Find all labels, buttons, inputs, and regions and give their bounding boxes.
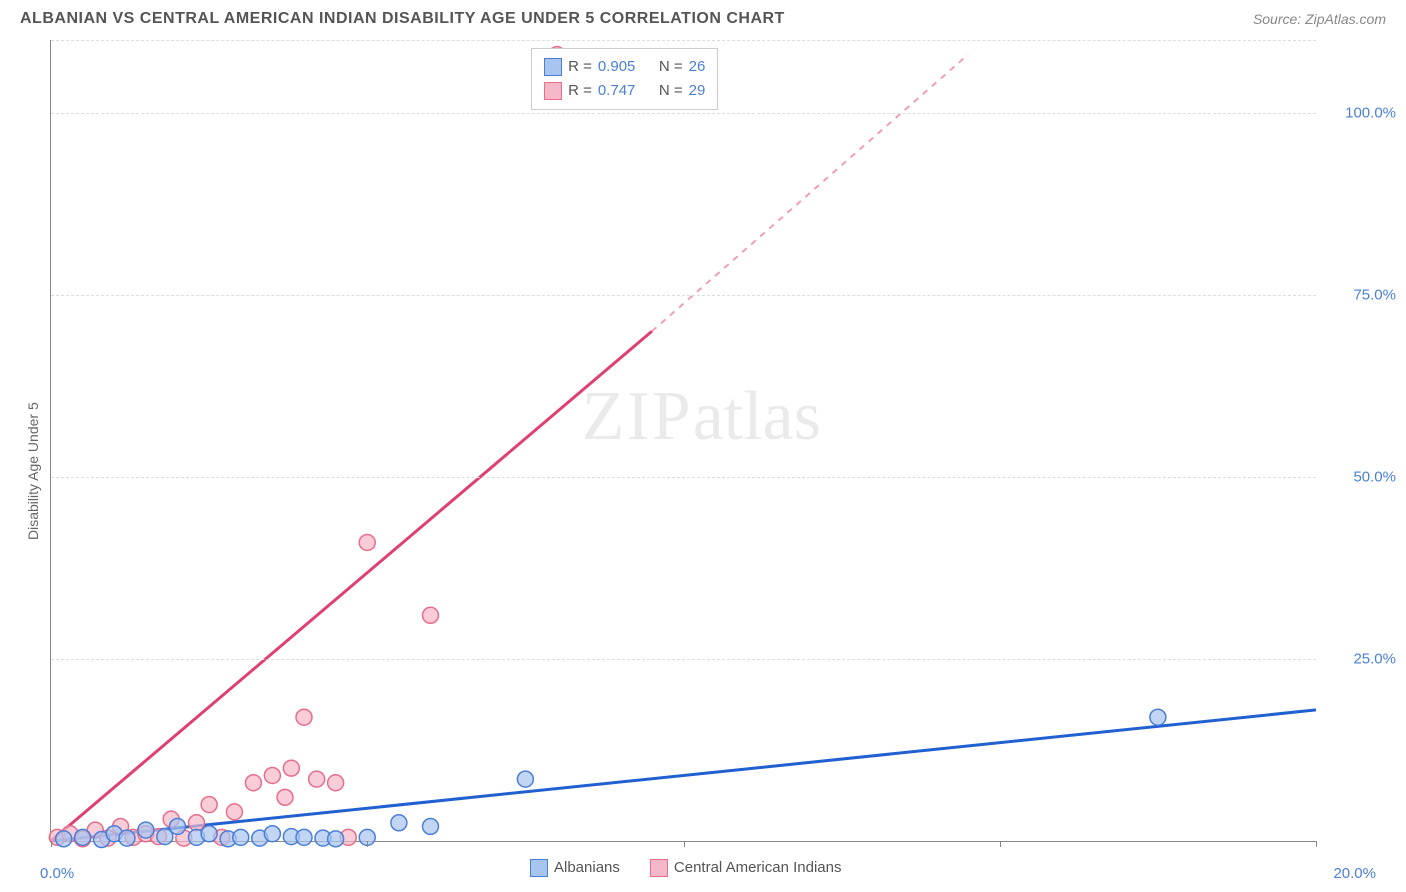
y-tick-label: 100.0%	[1326, 104, 1396, 121]
legend-item-albanians: Albanians	[530, 856, 620, 880]
legend-series: Albanians Central American Indians	[530, 856, 841, 880]
header: ALBANIAN VS CENTRAL AMERICAN INDIAN DISA…	[0, 0, 1406, 33]
gridline	[51, 659, 1316, 660]
n-value-0: 26	[689, 55, 706, 79]
gridline	[51, 295, 1316, 296]
y-tick-label: 50.0%	[1326, 468, 1396, 485]
x-tick	[1000, 841, 1001, 847]
gridline	[51, 477, 1316, 478]
legend-correlation: R = 0.905 N = 26 R = 0.747 N = 29	[531, 48, 718, 110]
x-tick	[367, 841, 368, 847]
x-tick	[684, 841, 685, 847]
series-name-1: Central American Indians	[674, 856, 842, 880]
n-value-1: 29	[689, 79, 706, 103]
r-value-1: 0.747	[598, 79, 653, 103]
y-tick-label: 75.0%	[1326, 286, 1396, 303]
plot-svg	[51, 40, 1316, 841]
gridline	[51, 113, 1316, 114]
swatch-pink	[544, 82, 562, 100]
series-name-0: Albanians	[554, 856, 620, 880]
n-label: N =	[659, 55, 683, 79]
swatch-blue	[544, 58, 562, 76]
swatch-blue	[530, 859, 548, 877]
legend-row-cai: R = 0.747 N = 29	[544, 79, 705, 103]
y-axis-label: Disability Age Under 5	[25, 402, 41, 540]
r-value-0: 0.905	[598, 55, 653, 79]
chart-container: Disability Age Under 5 25.0%50.0%75.0%10…	[50, 40, 1316, 842]
x-min-label: 0.0%	[40, 865, 74, 882]
r-label: R =	[568, 55, 592, 79]
x-tick	[1316, 841, 1317, 847]
x-tick	[51, 841, 52, 847]
r-label: R =	[568, 79, 592, 103]
legend-item-cai: Central American Indians	[650, 856, 842, 880]
legend-row-albanians: R = 0.905 N = 26	[544, 55, 705, 79]
n-label: N =	[659, 79, 683, 103]
y-tick-label: 25.0%	[1326, 650, 1396, 667]
plot-area: 25.0%50.0%75.0%100.0%	[50, 40, 1316, 842]
chart-title: ALBANIAN VS CENTRAL AMERICAN INDIAN DISA…	[20, 10, 785, 28]
swatch-pink	[650, 859, 668, 877]
source-attribution: Source: ZipAtlas.com	[1253, 11, 1386, 27]
x-max-label: 20.0%	[1333, 865, 1376, 882]
